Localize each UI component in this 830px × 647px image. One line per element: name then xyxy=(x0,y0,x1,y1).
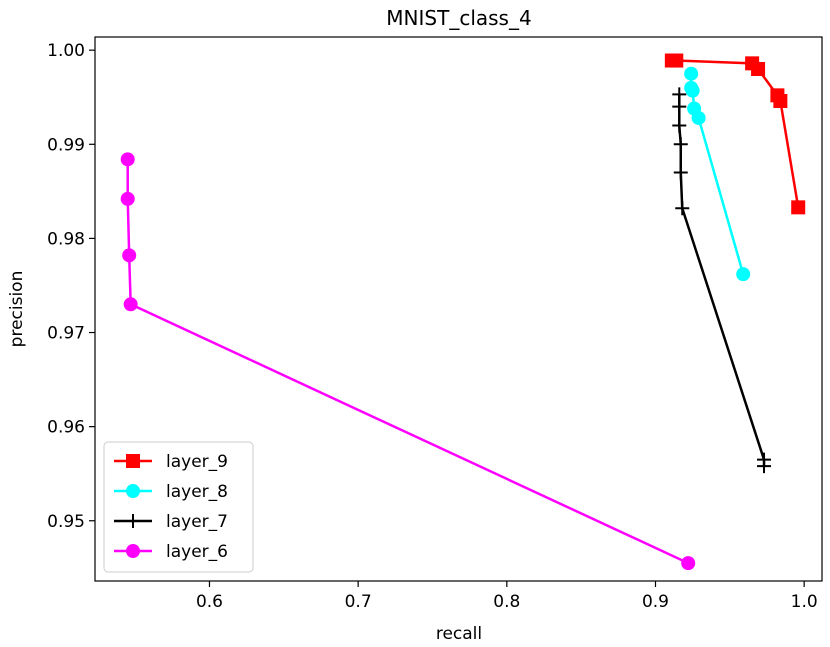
data-point-layer_6 xyxy=(120,191,135,206)
legend-item-layer_8: layer_8 xyxy=(114,482,228,502)
legend-label: layer_6 xyxy=(166,542,228,562)
x-tick-label: 0.7 xyxy=(345,592,372,612)
data-point-layer_7 xyxy=(672,118,687,133)
x-axis: 0.6 0.7 0.8 0.9 1.0 xyxy=(196,581,818,612)
data-point-layer_7 xyxy=(757,459,772,474)
y-tick-label: 0.98 xyxy=(47,229,85,249)
legend-label: layer_8 xyxy=(166,482,228,502)
y-tick-label: 0.99 xyxy=(47,135,85,155)
data-point-layer_7 xyxy=(672,99,687,114)
legend-marker xyxy=(126,544,140,558)
y-axis-label: precision xyxy=(7,271,27,348)
series-layer_6 xyxy=(120,152,696,571)
legend-marker xyxy=(126,514,140,528)
series-layer_7 xyxy=(672,87,772,474)
chart-title: MNIST_class_4 xyxy=(386,6,531,30)
data-point-layer_6 xyxy=(120,152,135,167)
data-point-layer_6 xyxy=(681,556,696,571)
series-layer_9 xyxy=(664,53,806,215)
data-point-layer_8 xyxy=(684,66,699,81)
legend-label: layer_9 xyxy=(166,452,228,472)
legend: layer_9 layer_8 layer_7 layer_6 xyxy=(103,441,254,573)
x-tick-label: 0.8 xyxy=(493,592,520,612)
x-axis-label: recall xyxy=(436,624,482,644)
plot-frame xyxy=(94,36,823,582)
legend-label: layer_7 xyxy=(166,512,228,532)
legend-marker xyxy=(126,484,140,498)
data-point-layer_8 xyxy=(685,83,700,98)
data-point-layer_7 xyxy=(673,165,688,180)
legend-item-layer_7: layer_7 xyxy=(114,512,228,532)
data-point-layer_7 xyxy=(672,87,687,102)
data-point-layer_7 xyxy=(673,137,688,152)
data-point-layer_7 xyxy=(675,201,690,216)
legend-marker xyxy=(126,454,140,468)
x-tick-label: 0.6 xyxy=(196,592,223,612)
data-point-layer_9 xyxy=(791,200,806,215)
data-point-layer_8 xyxy=(691,110,706,125)
data-point-layer_9 xyxy=(669,53,684,68)
legend-item-layer_6: layer_6 xyxy=(114,542,228,562)
data-point-layer_9 xyxy=(751,62,766,76)
y-tick-label: 0.97 xyxy=(47,324,85,344)
x-tick-label: 1.0 xyxy=(791,592,818,612)
legend-box xyxy=(103,441,254,573)
legend-item-layer_9: layer_9 xyxy=(114,452,228,472)
data-point-layer_6 xyxy=(123,297,138,312)
y-tick-label: 0.96 xyxy=(47,418,85,438)
series-layer xyxy=(120,53,806,571)
y-axis: 0.95 0.96 0.97 0.98 0.99 1.00 xyxy=(47,41,95,532)
y-tick-label: 0.95 xyxy=(47,512,85,532)
y-tick-label: 1.00 xyxy=(47,41,85,61)
data-point-layer_6 xyxy=(122,248,137,263)
data-point-layer_8 xyxy=(736,267,751,282)
series-layer_8 xyxy=(684,66,751,282)
x-tick-label: 0.9 xyxy=(642,592,669,612)
data-point-layer_9 xyxy=(773,94,788,108)
